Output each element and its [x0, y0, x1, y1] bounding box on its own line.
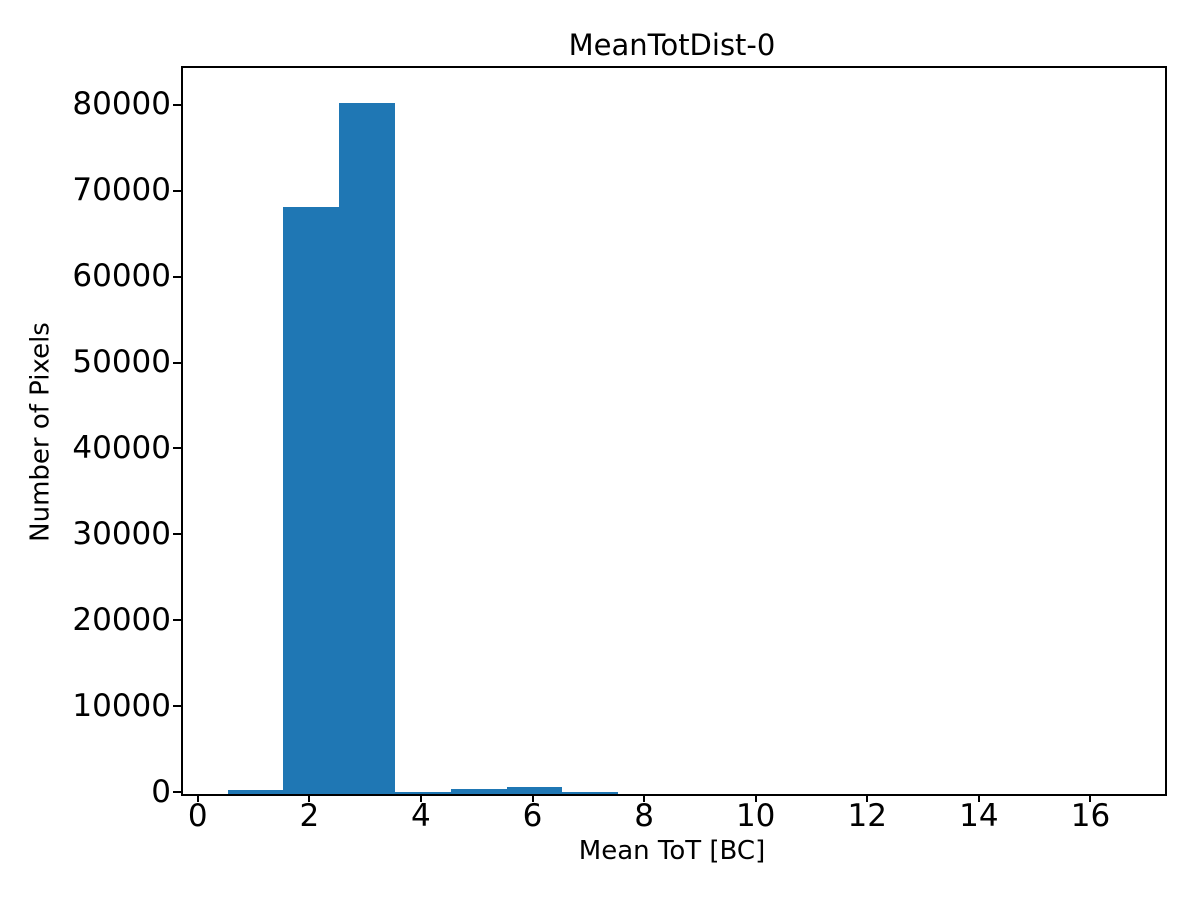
histogram-bar: [227, 790, 284, 794]
x-axis-tick: [977, 794, 980, 802]
x-tick-label: 8: [634, 798, 654, 834]
y-axis-label: Number of Pixels: [25, 322, 56, 542]
x-axis-label: Mean ToT [BC]: [578, 836, 766, 866]
x-axis-tick: [531, 794, 534, 802]
x-axis-tick: [754, 794, 757, 802]
y-axis-tick: [173, 275, 181, 278]
x-tick-label: 16: [1070, 798, 1111, 834]
x-tick-label: 14: [959, 798, 999, 834]
histogram-bar: [283, 206, 340, 794]
histogram-bar: [339, 102, 395, 794]
x-tick-label: 6: [522, 798, 543, 834]
y-axis-tick: [173, 791, 181, 793]
x-tick-label: 4: [411, 798, 431, 834]
y-tick-label: 50000: [72, 344, 171, 381]
plot-area: [181, 66, 1167, 796]
y-axis-tick: [173, 189, 181, 192]
x-axis-tick: [643, 794, 646, 802]
y-axis-tick: [173, 361, 181, 364]
y-axis-tick: [173, 533, 181, 536]
y-tick-label: 30000: [72, 515, 171, 552]
y-axis-tick: [173, 619, 181, 622]
x-tick-label: 2: [299, 798, 320, 834]
y-tick-label: 0: [151, 773, 171, 810]
x-tick-label: 12: [847, 798, 888, 834]
y-axis-tick: [173, 447, 181, 450]
histogram-bar: [395, 791, 451, 794]
x-axis-tick: [196, 794, 199, 802]
y-tick-label: 20000: [72, 601, 171, 638]
y-tick-label: 10000: [72, 687, 171, 724]
x-axis-tick: [419, 794, 422, 802]
x-axis-tick: [1089, 794, 1092, 802]
y-tick-label: 70000: [72, 172, 171, 209]
chart-title: MeanTotDist-0: [568, 28, 776, 62]
y-tick-label: 40000: [72, 429, 171, 466]
x-axis-tick: [866, 794, 869, 802]
histogram-bar: [506, 787, 563, 794]
y-axis-tick: [173, 705, 181, 708]
x-tick-label: 10: [735, 798, 776, 834]
histogram-bar: [450, 788, 507, 794]
y-tick-label: 80000: [72, 86, 171, 123]
y-tick-label: 60000: [72, 258, 171, 295]
y-axis-tick: [173, 103, 181, 106]
histogram-bar: [562, 791, 619, 794]
x-axis-tick: [308, 794, 311, 802]
x-tick-label: 0: [187, 798, 208, 834]
